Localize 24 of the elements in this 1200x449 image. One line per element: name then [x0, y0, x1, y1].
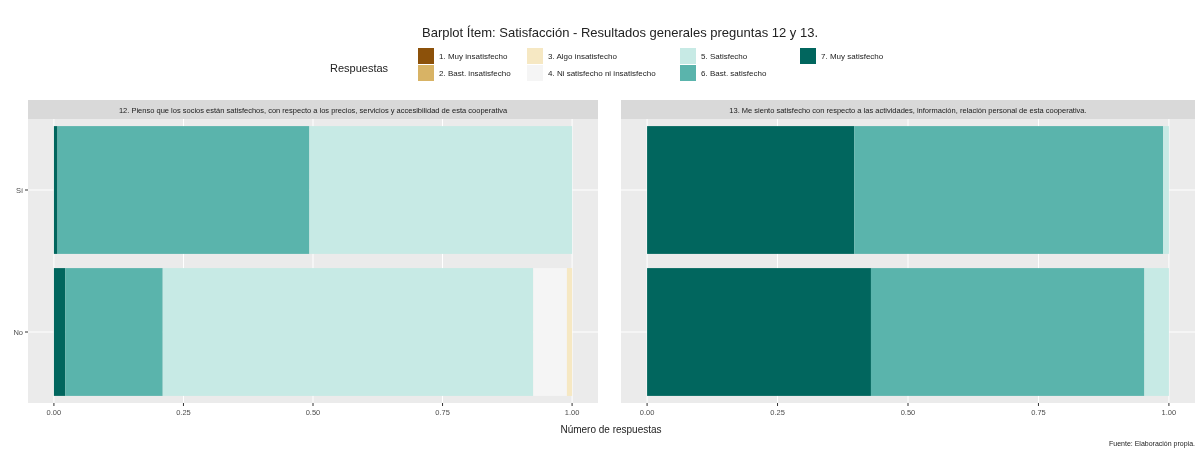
legend-label: 6. Bast. satisfecho — [701, 69, 767, 78]
bar — [870, 268, 1145, 396]
legend-label: 2. Bast. insatisfecho — [439, 69, 512, 78]
legend-label: 7. Muy satisfecho — [821, 52, 884, 61]
bar — [1163, 126, 1169, 254]
bar — [1144, 268, 1169, 396]
legend-title: Respuestas — [330, 62, 389, 74]
legend-label: 4. Ni satisfecho ni insatisfecho — [548, 69, 657, 78]
bar — [53, 126, 58, 254]
bar — [854, 126, 1164, 254]
legend-label: 1. Muy insatisfecho — [439, 52, 509, 61]
legend-label: 3. Algo insatisfecho — [548, 52, 618, 61]
x-axis-title: Número de respuestas — [560, 424, 662, 435]
bar — [57, 126, 310, 254]
legend-label: 5. Satisfecho — [701, 52, 748, 61]
bar — [53, 268, 66, 396]
bar — [533, 268, 567, 396]
bar — [65, 268, 163, 396]
bar — [566, 268, 573, 396]
bar — [647, 268, 871, 396]
chart-title: Barplot Ítem: Satisfacción - Resultados generales preguntas 12 y 13. — [422, 25, 818, 40]
bar — [309, 126, 573, 254]
bar — [162, 268, 534, 396]
bar — [647, 126, 855, 254]
